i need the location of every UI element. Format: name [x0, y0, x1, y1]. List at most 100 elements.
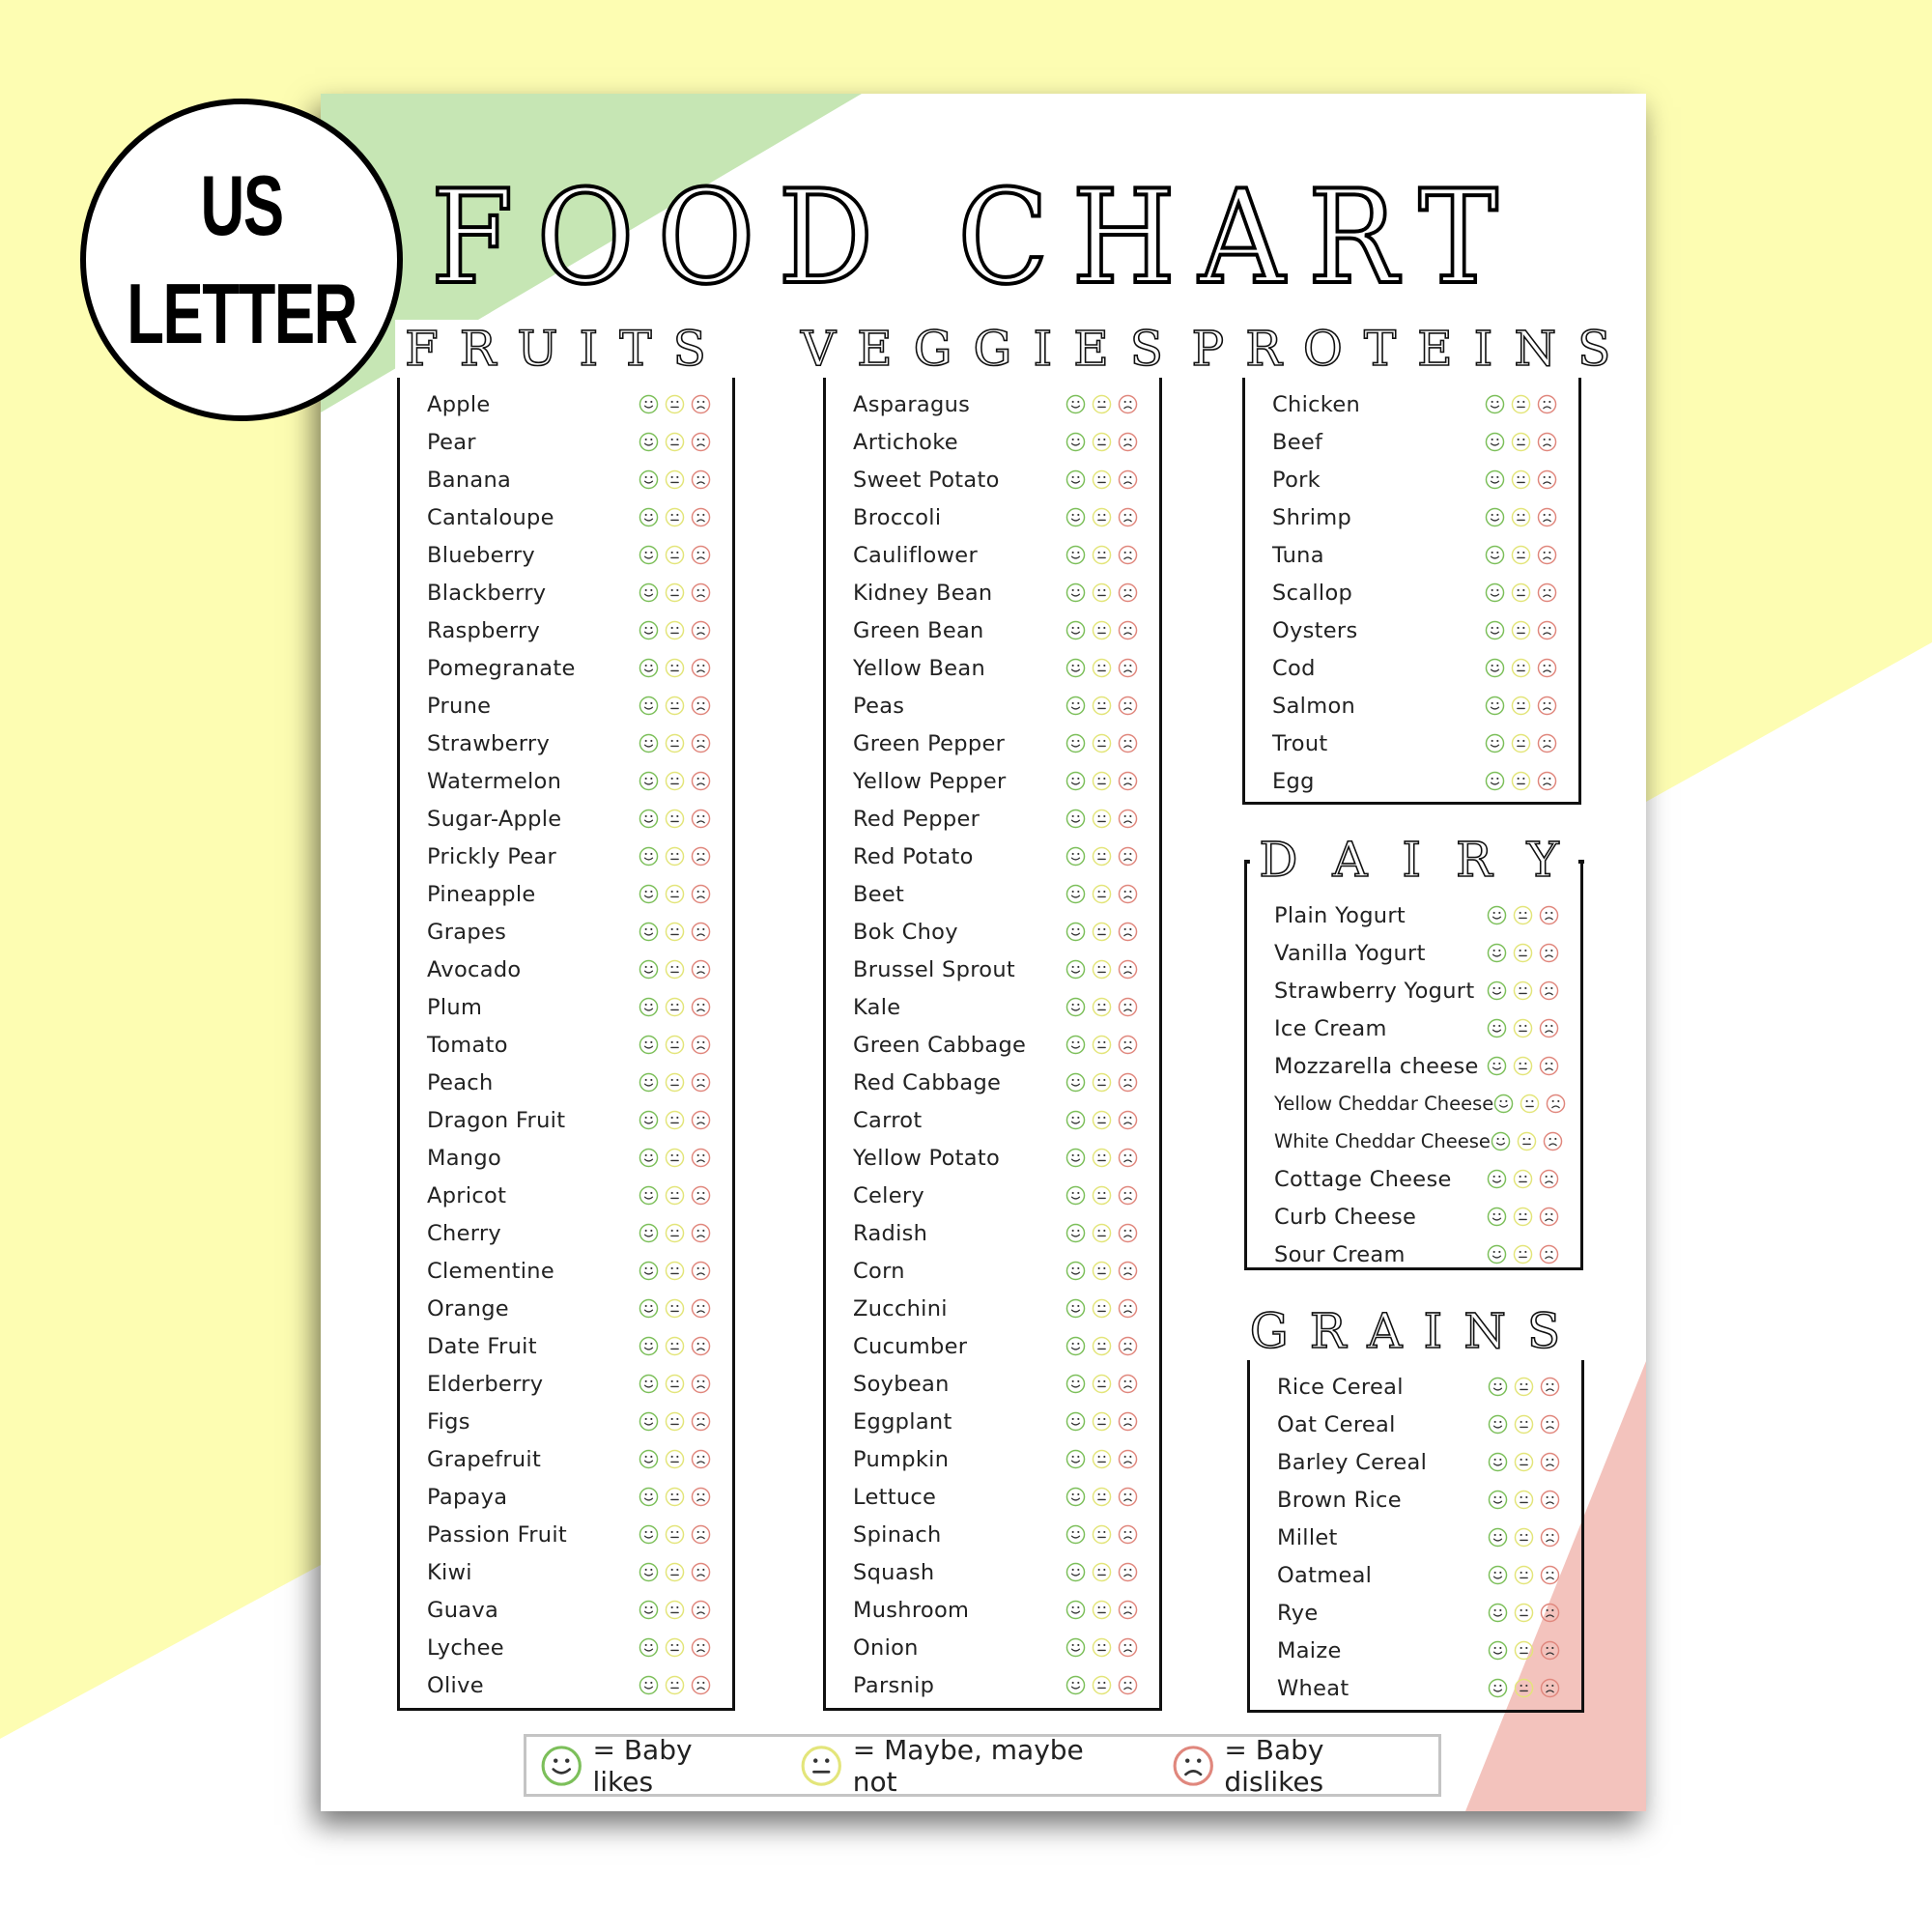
frowning-face-icon[interactable]	[691, 997, 711, 1017]
frowning-face-icon[interactable]	[691, 771, 711, 791]
frowning-face-icon[interactable]	[691, 507, 711, 527]
frowning-face-icon[interactable]	[1118, 771, 1138, 791]
rating-faces[interactable]	[1487, 905, 1559, 925]
smiley-face-icon[interactable]	[1065, 997, 1086, 1017]
smiley-face-icon[interactable]	[1065, 922, 1086, 942]
smiley-face-icon[interactable]	[1065, 394, 1086, 414]
rating-faces[interactable]	[639, 809, 711, 829]
smiley-face-icon[interactable]	[1065, 1487, 1086, 1507]
neutral-face-icon[interactable]	[1511, 469, 1531, 490]
frowning-face-icon[interactable]	[1118, 884, 1138, 904]
neutral-face-icon[interactable]	[1092, 1675, 1112, 1695]
smiley-face-icon[interactable]	[1065, 1110, 1086, 1130]
smiley-face-icon[interactable]	[639, 1298, 659, 1319]
rating-faces[interactable]	[639, 696, 711, 716]
frowning-face-icon[interactable]	[691, 1600, 711, 1620]
rating-faces[interactable]	[1065, 1449, 1138, 1469]
rating-faces[interactable]	[639, 922, 711, 942]
frowning-face-icon[interactable]	[691, 469, 711, 490]
neutral-face-icon[interactable]	[665, 696, 685, 716]
frowning-face-icon[interactable]	[1118, 1072, 1138, 1093]
smiley-face-icon[interactable]	[639, 1261, 659, 1281]
smiley-face-icon[interactable]	[639, 507, 659, 527]
neutral-face-icon[interactable]	[1514, 1377, 1534, 1397]
neutral-face-icon[interactable]	[665, 1524, 685, 1545]
rating-faces[interactable]	[1065, 1675, 1138, 1695]
frowning-face-icon[interactable]	[1118, 1524, 1138, 1545]
neutral-face-icon[interactable]	[1511, 658, 1531, 678]
neutral-face-icon[interactable]	[1092, 1072, 1112, 1093]
neutral-face-icon[interactable]	[1511, 432, 1531, 452]
frowning-face-icon[interactable]	[1118, 582, 1138, 603]
neutral-face-icon[interactable]	[665, 1261, 685, 1281]
neutral-face-icon[interactable]	[1520, 1094, 1540, 1114]
rating-faces[interactable]	[1487, 1056, 1559, 1076]
smiley-face-icon[interactable]	[1065, 432, 1086, 452]
rating-faces[interactable]	[1485, 696, 1557, 716]
neutral-face-icon[interactable]	[1092, 771, 1112, 791]
rating-faces[interactable]	[1485, 469, 1557, 490]
rating-faces[interactable]	[1065, 1110, 1138, 1130]
smiley-face-icon[interactable]	[1065, 658, 1086, 678]
rating-faces[interactable]	[639, 1185, 711, 1206]
rating-faces[interactable]	[1065, 959, 1138, 980]
neutral-face-icon[interactable]	[1092, 1110, 1112, 1130]
frowning-face-icon[interactable]	[1118, 1261, 1138, 1281]
rating-faces[interactable]	[1485, 620, 1557, 640]
smiley-face-icon[interactable]	[1065, 884, 1086, 904]
neutral-face-icon[interactable]	[665, 1336, 685, 1356]
frowning-face-icon[interactable]	[1118, 507, 1138, 527]
neutral-face-icon[interactable]	[665, 432, 685, 452]
neutral-face-icon[interactable]	[1514, 1490, 1534, 1510]
rating-faces[interactable]	[1487, 1018, 1559, 1038]
neutral-face-icon[interactable]	[1513, 1207, 1533, 1227]
rating-faces[interactable]	[639, 1374, 711, 1394]
rating-faces[interactable]	[639, 1223, 711, 1243]
frowning-face-icon[interactable]	[1539, 1207, 1559, 1227]
rating-faces[interactable]	[1488, 1640, 1560, 1661]
rating-faces[interactable]	[1493, 1094, 1566, 1114]
frowning-face-icon[interactable]	[691, 1336, 711, 1356]
frowning-face-icon[interactable]	[1118, 1449, 1138, 1469]
rating-faces[interactable]	[639, 997, 711, 1017]
neutral-face-icon[interactable]	[1092, 809, 1112, 829]
frowning-face-icon[interactable]	[1537, 545, 1557, 565]
frowning-face-icon[interactable]	[691, 696, 711, 716]
neutral-face-icon[interactable]	[665, 846, 685, 867]
neutral-face-icon[interactable]	[665, 545, 685, 565]
neutral-face-icon[interactable]	[665, 771, 685, 791]
neutral-face-icon[interactable]	[1092, 1223, 1112, 1243]
frowning-face-icon[interactable]	[1539, 1169, 1559, 1189]
frowning-face-icon[interactable]	[691, 1072, 711, 1093]
neutral-face-icon[interactable]	[1092, 959, 1112, 980]
rating-faces[interactable]	[639, 884, 711, 904]
rating-faces[interactable]	[1065, 658, 1138, 678]
neutral-face-icon[interactable]	[1092, 507, 1112, 527]
rating-faces[interactable]	[639, 394, 711, 414]
neutral-face-icon[interactable]	[665, 1110, 685, 1130]
frowning-face-icon[interactable]	[1118, 997, 1138, 1017]
neutral-face-icon[interactable]	[665, 1185, 685, 1206]
rating-faces[interactable]	[1485, 432, 1557, 452]
neutral-face-icon[interactable]	[1092, 1148, 1112, 1168]
neutral-face-icon[interactable]	[665, 620, 685, 640]
rating-faces[interactable]	[1487, 1207, 1559, 1227]
rating-faces[interactable]	[639, 771, 711, 791]
neutral-face-icon[interactable]	[665, 1562, 685, 1582]
rating-faces[interactable]	[639, 1562, 711, 1582]
smiley-face-icon[interactable]	[1485, 733, 1505, 753]
neutral-face-icon[interactable]	[1514, 1452, 1534, 1472]
frowning-face-icon[interactable]	[1118, 1223, 1138, 1243]
neutral-face-icon[interactable]	[1511, 620, 1531, 640]
frowning-face-icon[interactable]	[1539, 1244, 1559, 1264]
smiley-face-icon[interactable]	[639, 582, 659, 603]
smiley-face-icon[interactable]	[639, 545, 659, 565]
frowning-face-icon[interactable]	[1118, 1562, 1138, 1582]
frowning-face-icon[interactable]	[691, 1298, 711, 1319]
frowning-face-icon[interactable]	[1539, 1018, 1559, 1038]
smiley-face-icon[interactable]	[1493, 1094, 1514, 1114]
neutral-face-icon[interactable]	[1092, 1261, 1112, 1281]
rating-faces[interactable]	[639, 1261, 711, 1281]
rating-faces[interactable]	[1485, 507, 1557, 527]
frowning-face-icon[interactable]	[1537, 658, 1557, 678]
